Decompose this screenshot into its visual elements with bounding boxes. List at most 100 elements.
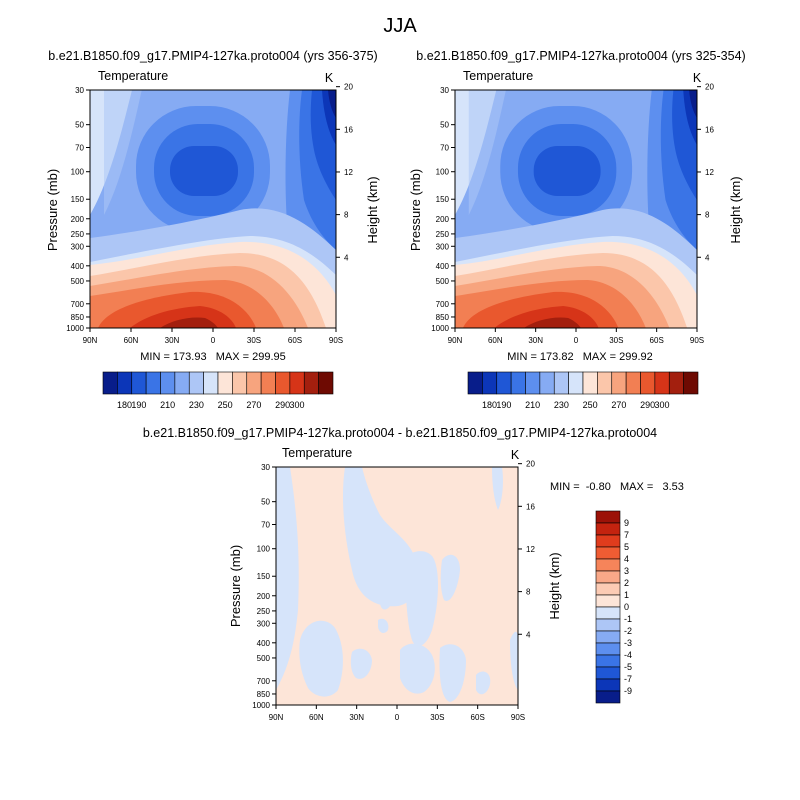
colorbar-label: 270 [611,400,626,410]
colorbar-box [597,371,613,395]
panel-right-yticks: 30 50 70 100 150 200 250 300 400 500 700 850 1000 [431,86,455,333]
colorbar-label: 290 [275,400,290,410]
colorbar-box [303,371,319,395]
colorbar-label: -7 [624,674,632,684]
x-tick-label: 90S [329,336,343,345]
colorbar-label: -3 [624,638,632,648]
panel-diff-ylabel: Pressure (mb) [228,545,243,627]
y-tick-label: 150 [257,572,271,581]
colorbar-label: 4 [624,554,629,564]
y-tick-label: 150 [436,195,450,204]
colorbar-label: -4 [624,650,632,660]
x-tick-label: 90N [269,713,284,722]
panel-left-contours [90,90,336,328]
colorbar-label: 300 [290,400,305,410]
panel-left-colorbar: 180 190 210 230 250 270 290 300 [102,371,334,410]
x-tick-label: 30S [430,713,444,722]
y-right-tick-label: 8 [344,211,349,220]
colorbar-box [510,371,526,395]
colorbar-box [203,371,219,395]
y-tick-label: 200 [257,592,271,601]
colorbar-box [625,371,641,395]
y-tick-label: 300 [436,242,450,251]
x-tick-label: 0 [574,336,579,345]
y-right-tick-label: 4 [705,253,710,262]
y-tick-label: 500 [71,277,85,286]
panel-right-yticks-right: 20 16 12 8 4 [697,83,714,262]
colorbar-box [232,371,248,395]
y-tick-label: 1000 [252,701,270,710]
panel-left-units: K [325,71,334,85]
colorbar-label: 7 [624,530,629,540]
colorbar-box [160,371,176,395]
y-tick-label: 30 [440,86,449,95]
panel-diff-variable: Temperature [282,446,352,460]
y-tick-label: 850 [257,690,271,699]
colorbar-label: 2 [624,578,629,588]
panel-right-ylabel-right: Height (km) [728,176,743,243]
colorbar-label: 190 [131,400,146,410]
panel-diff-ylabel-right: Height (km) [547,552,562,619]
panel-right-ylabel: Pressure (mb) [408,169,423,251]
y-tick-label: 1000 [431,324,449,333]
panel-diff-units: K [511,448,520,462]
colorbar-box [188,371,204,395]
panel-left-title: b.e21.B1850.f09_g17.PMIP4-127ka.proto004… [48,49,377,63]
colorbar-label: 9 [624,518,629,528]
panel-diff-yticks: 30 50 70 100 150 200 250 300 400 500 700 850 1000 [252,463,276,710]
colorbar-box [131,371,147,395]
colorbar-box [582,371,598,395]
x-tick-label: 90N [83,336,98,345]
panel-right-variable: Temperature [463,69,533,83]
y-right-tick-label: 16 [526,502,535,511]
colorbar-label: 290 [640,400,655,410]
colorbar-box [595,582,621,596]
panel-diff-contours [276,467,518,705]
x-tick-label: 60S [650,336,664,345]
y-right-tick-label: 4 [526,630,531,639]
colorbar-box [595,570,621,584]
colorbar-label: -1 [624,614,632,624]
y-tick-label: 70 [75,144,84,153]
y-tick-label: 250 [257,607,271,616]
y-tick-label: 700 [257,677,271,686]
y-tick-label: 30 [261,463,270,472]
colorbar-label: -5 [624,662,632,672]
panel-right-title: b.e21.B1850.f09_g17.PMIP4-127ka.proto004… [416,49,745,63]
colorbar-label: -2 [624,626,632,636]
y-tick-label: 850 [71,313,85,322]
y-tick-label: 300 [257,619,271,628]
panel-left: b.e21.B1850.f09_g17.PMIP4-127ka.proto004… [45,49,380,410]
colorbar-box [482,371,498,395]
x-tick-label: 90S [511,713,525,722]
colorbar-label: 210 [160,400,175,410]
panel-right-xticks: 90N 60N 30N 0 30S 60S 90S [448,328,704,345]
colorbar-box [553,371,569,395]
panel-right-colorbar: 180 190 210 230 250 270 290 300 [467,371,699,410]
x-tick-label: 30N [349,713,364,722]
x-tick-label: 30S [247,336,261,345]
panel-left-ylabel-right: Height (km) [365,176,380,243]
y-tick-label: 200 [71,215,85,224]
y-tick-label: 70 [440,144,449,153]
colorbar-box [683,371,699,395]
y-right-tick-label: 20 [526,460,535,469]
y-tick-label: 700 [436,300,450,309]
panel-left-variable: Temperature [98,69,168,83]
panel-diff-title: b.e21.B1850.f09_g17.PMIP4-127ka.proto004… [143,426,657,440]
y-tick-label: 50 [261,498,270,507]
y-right-tick-label: 20 [705,83,714,92]
panel-left-yticks-right: 20 16 12 8 4 [336,83,353,262]
x-tick-label: 60S [288,336,302,345]
colorbar-box [595,522,621,536]
y-right-tick-label: 16 [344,125,353,134]
colorbar-box [174,371,190,395]
y-tick-label: 100 [71,168,85,177]
colorbar-label: 5 [624,542,629,552]
colorbar-box [595,606,621,620]
colorbar-box [525,371,541,395]
y-right-tick-label: 8 [705,211,710,220]
x-tick-label: 0 [395,713,400,722]
y-tick-label: 1000 [66,324,84,333]
panel-right: b.e21.B1850.f09_g17.PMIP4-127ka.proto004… [408,49,746,410]
